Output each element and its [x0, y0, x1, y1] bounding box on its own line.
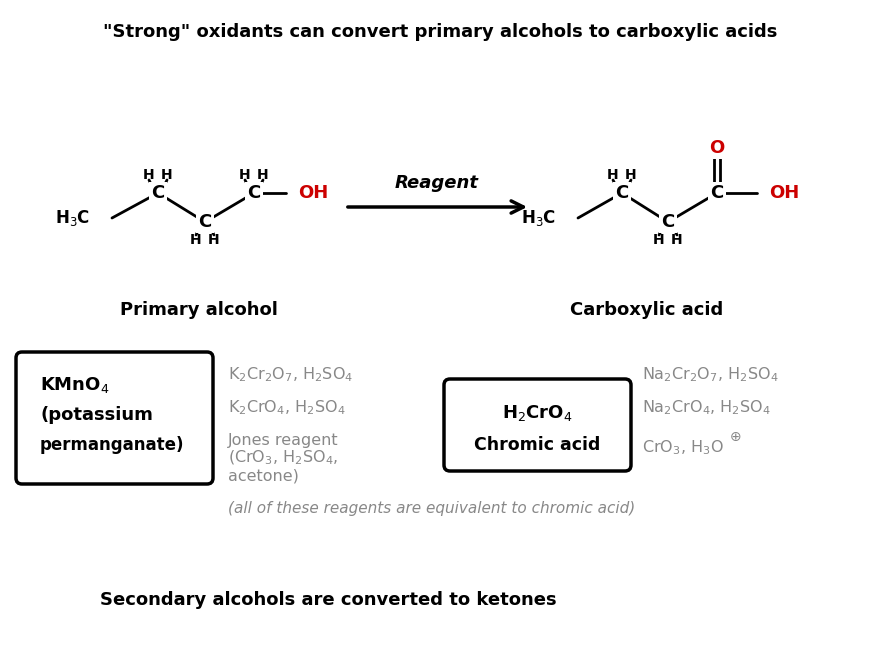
FancyBboxPatch shape	[444, 379, 631, 471]
Text: H$_2$CrO$_4$: H$_2$CrO$_4$	[502, 403, 572, 423]
Text: H: H	[257, 168, 268, 182]
Text: Secondary alcohols are converted to ketones: Secondary alcohols are converted to keto…	[100, 591, 557, 609]
Text: H: H	[143, 168, 155, 182]
Text: H: H	[161, 168, 172, 182]
Text: permanganate): permanganate)	[40, 436, 185, 454]
Text: CrO$_3$, H$_3$O: CrO$_3$, H$_3$O	[642, 439, 723, 457]
Text: H: H	[653, 233, 664, 247]
Text: (CrO$_3$, H$_2$SO$_4$,: (CrO$_3$, H$_2$SO$_4$,	[228, 449, 338, 467]
Text: Reagent: Reagent	[395, 174, 479, 192]
Text: C: C	[615, 184, 628, 202]
Text: acetone): acetone)	[228, 469, 299, 483]
Text: Carboxylic acid: Carboxylic acid	[570, 301, 723, 319]
Text: ⊕: ⊕	[730, 430, 742, 444]
Text: C: C	[247, 184, 260, 202]
Text: OH: OH	[769, 184, 799, 202]
Text: H: H	[607, 168, 619, 182]
Text: K$_2$Cr$_2$O$_7$, H$_2$SO$_4$: K$_2$Cr$_2$O$_7$, H$_2$SO$_4$	[228, 365, 354, 385]
Text: H$_3$C: H$_3$C	[521, 208, 556, 228]
Text: H: H	[209, 233, 220, 247]
Text: C: C	[662, 213, 675, 231]
Text: C: C	[198, 213, 211, 231]
Text: H$_3$C: H$_3$C	[55, 208, 90, 228]
FancyBboxPatch shape	[16, 352, 213, 484]
Text: H: H	[671, 233, 683, 247]
Text: Jones reagent: Jones reagent	[228, 432, 339, 448]
Text: H: H	[625, 168, 637, 182]
Text: Chromic acid: Chromic acid	[473, 436, 600, 454]
Text: (potassium: (potassium	[40, 406, 153, 424]
Text: H: H	[239, 168, 251, 182]
Text: O: O	[709, 139, 724, 157]
Text: K$_2$CrO$_4$, H$_2$SO$_4$: K$_2$CrO$_4$, H$_2$SO$_4$	[228, 399, 346, 417]
Text: OH: OH	[298, 184, 328, 202]
Text: C: C	[151, 184, 165, 202]
Text: C: C	[710, 184, 723, 202]
Text: Na$_2$CrO$_4$, H$_2$SO$_4$: Na$_2$CrO$_4$, H$_2$SO$_4$	[642, 399, 771, 417]
Text: Na$_2$Cr$_2$O$_7$, H$_2$SO$_4$: Na$_2$Cr$_2$O$_7$, H$_2$SO$_4$	[642, 365, 779, 385]
Text: (all of these reagents are equivalent to chromic acid): (all of these reagents are equivalent to…	[228, 500, 635, 516]
Text: "Strong" oxidants can convert primary alcohols to carboxylic acids: "Strong" oxidants can convert primary al…	[103, 23, 777, 41]
Text: H: H	[190, 233, 202, 247]
Text: KMnO$_4$: KMnO$_4$	[40, 375, 109, 395]
Text: Primary alcohol: Primary alcohol	[120, 301, 278, 319]
